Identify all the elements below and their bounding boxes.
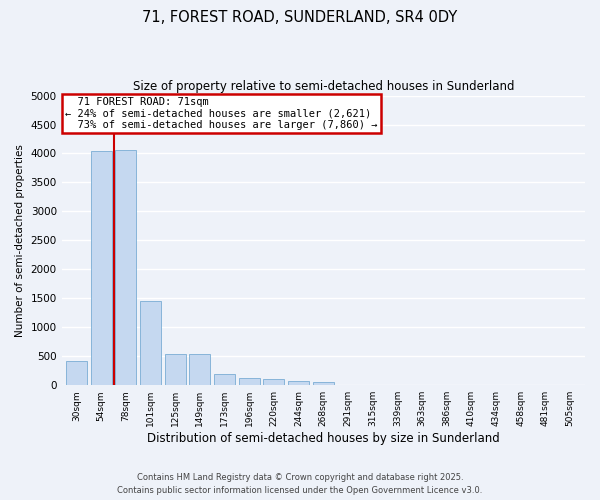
Bar	[115, 150, 136, 385]
Bar	[140, 301, 161, 385]
Title: Size of property relative to semi-detached houses in Sunderland: Size of property relative to semi-detach…	[133, 80, 514, 93]
Bar	[66, 361, 87, 385]
Bar	[263, 379, 284, 385]
Bar	[165, 354, 186, 385]
Bar	[239, 378, 260, 385]
Bar	[313, 382, 334, 385]
Bar	[288, 381, 309, 385]
Text: 71, FOREST ROAD, SUNDERLAND, SR4 0DY: 71, FOREST ROAD, SUNDERLAND, SR4 0DY	[142, 10, 458, 25]
Text: Contains HM Land Registry data © Crown copyright and database right 2025.
Contai: Contains HM Land Registry data © Crown c…	[118, 474, 482, 495]
Y-axis label: Number of semi-detached properties: Number of semi-detached properties	[15, 144, 25, 337]
X-axis label: Distribution of semi-detached houses by size in Sunderland: Distribution of semi-detached houses by …	[147, 432, 500, 445]
Bar	[190, 354, 211, 385]
Bar	[214, 374, 235, 385]
Text: 71 FOREST ROAD: 71sqm
← 24% of semi-detached houses are smaller (2,621)
  73% of: 71 FOREST ROAD: 71sqm ← 24% of semi-deta…	[65, 96, 378, 130]
Bar	[91, 150, 112, 385]
